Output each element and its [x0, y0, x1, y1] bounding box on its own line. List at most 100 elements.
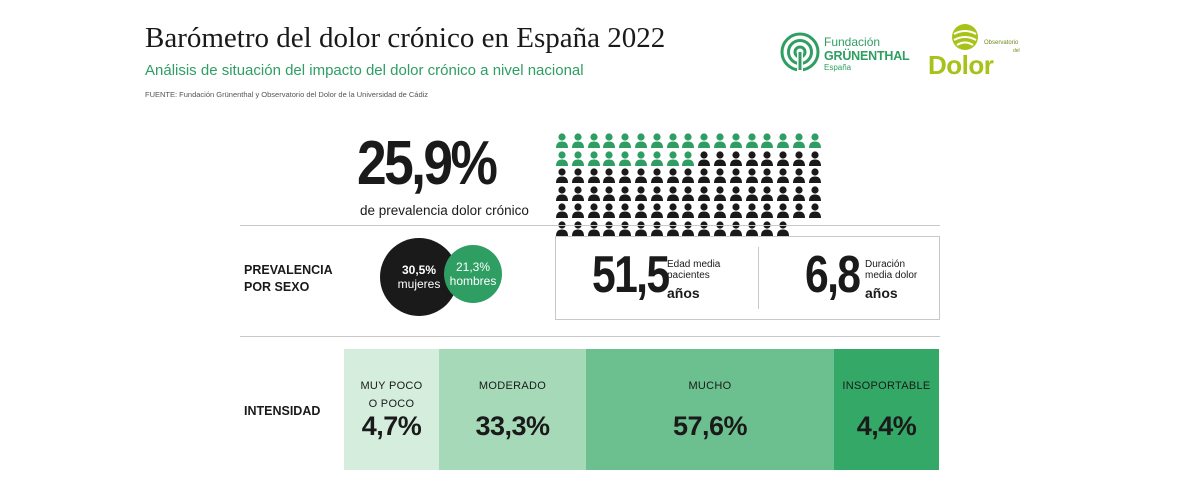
person-icon — [587, 221, 601, 236]
intensity-segment-label: MUY POCO O POCO — [344, 377, 439, 413]
person-icon — [555, 133, 569, 148]
intensity-segment-label: MUCHO — [688, 380, 732, 392]
person-icon — [571, 186, 585, 201]
person-icon — [792, 150, 806, 166]
person-icon — [555, 168, 569, 184]
person-icon — [760, 203, 774, 219]
grunenthal-logo: Fundación GRÜNENTHAL España — [780, 32, 920, 76]
person-icon — [713, 133, 727, 148]
person-icon — [713, 168, 727, 184]
person-icon — [571, 133, 585, 148]
person-icon — [602, 133, 616, 148]
observatorio-logo-line3: Dolor — [928, 50, 994, 80]
person-icon — [666, 186, 680, 201]
person-icon — [650, 186, 664, 201]
duration-label-line1: Duración — [865, 259, 906, 270]
person-icon — [681, 150, 695, 166]
person-icon — [555, 221, 569, 236]
prevalence-label: de prevalencia dolor crónico — [360, 203, 529, 218]
person-icon — [808, 133, 822, 148]
person-icon — [681, 168, 695, 184]
person-icon — [666, 150, 680, 166]
person-icon — [666, 133, 680, 148]
person-icon — [555, 203, 569, 219]
grunenthal-logo-line3: España — [824, 63, 852, 72]
person-icon — [618, 168, 632, 184]
person-icon — [602, 221, 616, 236]
person-icon — [776, 168, 790, 184]
person-icon — [808, 168, 822, 184]
person-icon — [760, 221, 774, 236]
men-value: 21,3% — [455, 260, 491, 274]
source-note: FUENTE: Fundación Grünenthal y Observato… — [145, 90, 429, 99]
person-icon — [666, 221, 680, 236]
person-icon — [697, 168, 711, 184]
person-icon — [713, 186, 727, 201]
person-icon — [618, 203, 632, 219]
intensity-segment-value: 57,6% — [672, 411, 748, 441]
person-icon — [776, 186, 790, 201]
person-icon — [602, 186, 616, 201]
person-icon — [634, 186, 648, 201]
duration-label-line2: media dolor — [865, 270, 918, 281]
intensity-segment-much: MUCHO 57,6% — [586, 349, 834, 470]
person-icon — [745, 168, 759, 184]
person-icon — [650, 221, 664, 236]
person-icon — [697, 133, 711, 148]
grunenthal-logo-line1: Fundación — [824, 35, 881, 49]
men-label: hombres — [449, 274, 497, 288]
person-icon — [776, 150, 790, 166]
person-icon — [650, 133, 664, 148]
page-subtitle: Análisis de situación del impacto del do… — [145, 62, 584, 79]
person-icon — [808, 203, 822, 219]
person-icon — [792, 186, 806, 201]
person-icon — [681, 203, 695, 219]
person-icon — [681, 221, 695, 236]
intensity-label: INTENSIDAD — [244, 404, 321, 418]
person-icon — [650, 203, 664, 219]
sex-section-label: PREVALENCIA POR SEXO — [244, 262, 333, 296]
person-icon — [792, 203, 806, 219]
intensity-segment-label-line1: MUY POCO — [360, 380, 423, 392]
person-icon — [571, 221, 585, 236]
person-icon — [808, 186, 822, 201]
person-icon — [792, 168, 806, 184]
person-icon — [713, 221, 727, 236]
women-label: mujeres — [397, 277, 441, 291]
age-value: 51,5 — [592, 246, 670, 304]
person-icon — [618, 133, 632, 148]
observatorio-logo: Observatorio del Dolor — [928, 20, 1038, 80]
person-icon — [760, 133, 774, 148]
person-icon — [729, 221, 743, 236]
person-icon — [745, 186, 759, 201]
person-icon — [666, 168, 680, 184]
men-circle: 21,3% hombres — [444, 245, 502, 303]
person-icon — [745, 203, 759, 219]
person-icon — [776, 133, 790, 148]
sex-label-line1: PREVALENCIA — [244, 263, 333, 277]
person-icon — [587, 168, 601, 184]
sex-label-line2: POR SEXO — [244, 280, 310, 294]
person-icon — [713, 203, 727, 219]
person-icon — [587, 203, 601, 219]
person-icon — [634, 221, 648, 236]
person-icon — [697, 221, 711, 236]
stats-box: 51,5 Edad media pacientes años 6,8 Durac… — [555, 236, 940, 320]
intensity-segment-value: 4,4% — [856, 411, 917, 441]
person-icon — [776, 221, 790, 236]
observatorio-globe-icon — [952, 24, 978, 50]
person-icon — [760, 150, 774, 166]
page-title: Barómetro del dolor crónico en España 20… — [145, 22, 666, 54]
person-icon — [634, 150, 648, 166]
person-icon — [697, 203, 711, 219]
divider — [240, 336, 940, 337]
person-icon — [729, 150, 743, 166]
people-pictogram — [555, 133, 830, 236]
person-icon — [587, 186, 601, 201]
person-icon — [555, 186, 569, 201]
person-icon — [602, 150, 616, 166]
person-icon — [618, 186, 632, 201]
person-icon — [666, 203, 680, 219]
person-icon — [571, 203, 585, 219]
grunenthal-logo-line2: GRÜNENTHAL — [824, 49, 910, 63]
